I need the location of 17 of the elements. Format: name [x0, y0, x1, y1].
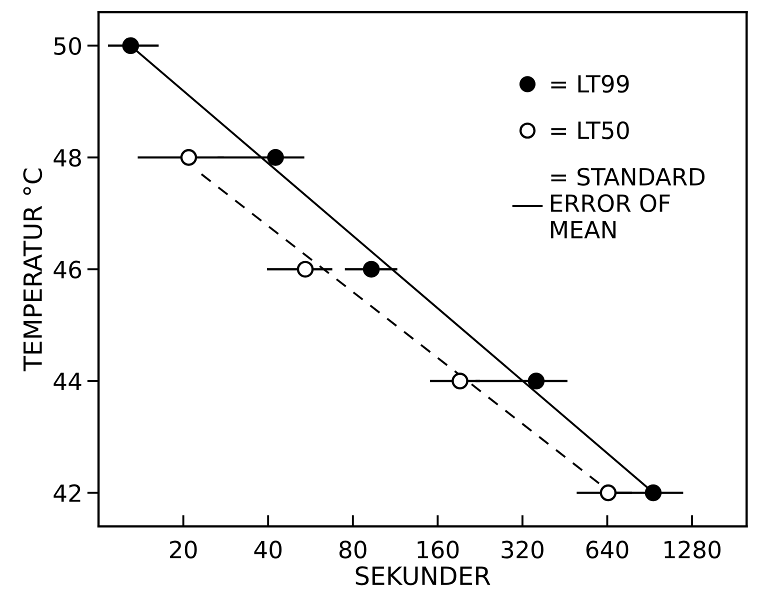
x-tick-label: 40	[254, 540, 282, 559]
y-tick-label: 42	[54, 484, 80, 502]
x-tick-label: 640	[586, 540, 628, 559]
x-tick-label: 20	[170, 540, 197, 559]
y-tick-label: 50	[54, 37, 81, 55]
y-tick-label: 44	[54, 372, 82, 390]
annotation: = STANDARD ERROR OF MEAN	[551, 168, 705, 238]
x-axis-title: SEKUNDER	[356, 566, 490, 586]
x-tick-label: 1280	[664, 540, 721, 559]
legend-label: = LT99	[551, 74, 629, 93]
y-tick-label: 48	[54, 148, 81, 167]
x-tick-label: 80	[339, 540, 366, 559]
y-tick-label: 46	[54, 260, 82, 279]
legend-label: = LT50	[551, 121, 629, 140]
y-axis-title: TEMPERATUR °C	[23, 168, 42, 372]
x-tick-label: 320	[502, 540, 544, 559]
x-tick-label: 160	[418, 540, 459, 559]
